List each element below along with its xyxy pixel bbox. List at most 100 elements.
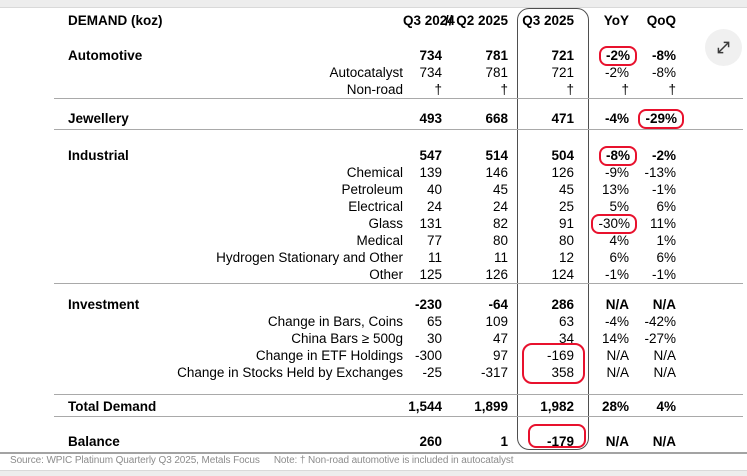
cell-value: -1% xyxy=(651,182,676,197)
cell-value: † xyxy=(500,82,508,97)
cell-value: 493 xyxy=(419,111,442,126)
expand-button[interactable] xyxy=(705,29,742,66)
cell-value: -42% xyxy=(644,314,676,329)
row-label: Autocatalyst xyxy=(329,65,403,80)
cell-value: 126 xyxy=(551,165,574,180)
cell-value: -2% xyxy=(604,65,629,80)
cell-value: 547 xyxy=(419,148,442,163)
cell-value: † xyxy=(434,82,442,97)
cell-value: N/A xyxy=(653,348,676,363)
cell-value: † xyxy=(566,82,574,97)
note-text: Note: † Non-road automotive is included … xyxy=(273,455,514,466)
cell-value: 109 xyxy=(485,314,508,329)
highlight-box: -29% xyxy=(638,109,684,129)
cell-value: 4% xyxy=(656,399,676,414)
cell-value: N/A xyxy=(606,348,629,363)
cell-value: -300 xyxy=(414,348,442,363)
column-header-q3-2024: Q3 2024 xyxy=(403,13,455,28)
cell-value: 13% xyxy=(601,182,629,197)
cell-value: 65 xyxy=(426,314,442,329)
highlight-box: -8% xyxy=(598,146,637,166)
table-row: Petroleum 40 45 45 13% -1% xyxy=(54,181,743,198)
table-row: Medical 77 80 80 4% 1% xyxy=(54,232,743,249)
row-label: Change in Stocks Held by Exchanges xyxy=(177,365,403,380)
cell-value: -1% xyxy=(651,267,676,282)
cell-value: -8% xyxy=(651,65,676,80)
cell-value: 471 xyxy=(551,111,574,126)
row-label: Petroleum xyxy=(341,182,403,197)
cell-value: 286 xyxy=(551,297,574,312)
table-row: Hydrogen Stationary and Other 11 11 12 6% 6% xyxy=(54,249,743,266)
cell-value: 146 xyxy=(485,165,508,180)
cell-value: 24 xyxy=(492,199,508,214)
table-row: Glass 131 82 91 -30% 11% xyxy=(54,214,743,234)
cell-value: † xyxy=(668,82,676,97)
row-label: Balance xyxy=(68,434,120,449)
table-sections: Automotive 734 781 721 -2% -8% Autocatalyst 734… xyxy=(54,46,743,452)
cell-value: -27% xyxy=(644,331,676,346)
cell-value: 25 xyxy=(558,199,574,214)
cell-value: -9% xyxy=(604,165,629,180)
cell-value: -8% xyxy=(588,146,637,166)
row-label: China Bars ≥ 500g xyxy=(291,331,403,346)
row-label: Total Demand xyxy=(68,399,157,414)
cell-value: 504 xyxy=(551,148,574,163)
cell-value: 80 xyxy=(558,233,574,248)
table-section: Balance 260 1 -179 N/A N/A xyxy=(54,432,743,452)
top-strip xyxy=(0,0,747,8)
cell-value: 1 xyxy=(500,434,508,449)
cell-value: -2% xyxy=(651,148,676,163)
cell-value: N/A xyxy=(605,434,629,449)
row-label: Change in Bars, Coins xyxy=(267,314,403,329)
table-header-row: DEMAND (koz) Q3 2024 // Q2 2025 Q3 2025 … xyxy=(54,12,743,29)
cell-value: 1,544 xyxy=(408,399,442,414)
cell-value: 1,982 xyxy=(540,399,574,414)
cell-value: -64 xyxy=(488,297,508,312)
table-row: Investment -230 -64 286 N/A N/A xyxy=(54,296,743,313)
cell-value: 781 xyxy=(485,65,508,80)
table-row: Change in Bars, Coins 65 109 63 -4% -42% xyxy=(54,313,743,330)
cell-value: † xyxy=(621,82,629,97)
cell-value: -1% xyxy=(604,267,629,282)
expand-diagonal-arrows-icon xyxy=(717,41,730,54)
column-header-q2-2025: // Q2 2025 xyxy=(444,13,508,28)
cell-value: -4% xyxy=(604,314,629,329)
cell-value: 80 xyxy=(492,233,508,248)
cell-value: 28% xyxy=(601,399,629,414)
cell-value: 124 xyxy=(551,267,574,282)
cell-value: N/A xyxy=(652,434,676,449)
column-header-yoy: YoY xyxy=(603,13,629,28)
source-text: Source: WPIC Platinum Quarterly Q3 2025,… xyxy=(10,455,260,466)
cell-value: 63 xyxy=(558,314,574,329)
table-row: Autocatalyst 734 781 721 -2% -8% xyxy=(54,64,743,81)
table-section: Industrial 547 514 504 -8% -2% Chemical 139 146 1… xyxy=(54,146,743,284)
cell-value: 4% xyxy=(609,233,629,248)
cell-value: 668 xyxy=(485,111,508,126)
cell-value: N/A xyxy=(652,297,676,312)
cell-value: 47 xyxy=(492,331,508,346)
table-row: Change in Stocks Held by Exchanges -25 -31… xyxy=(54,364,743,381)
cell-value: 126 xyxy=(485,267,508,282)
highlight-box: -30% xyxy=(591,214,637,234)
bottom-divider xyxy=(0,452,747,454)
cell-value: 721 xyxy=(551,48,574,63)
row-label: Change in ETF Holdings xyxy=(255,348,403,363)
cell-value: -30% xyxy=(588,214,637,234)
cell-value: 40 xyxy=(426,182,442,197)
cell-value: 11% xyxy=(649,216,676,231)
table-row: Change in ETF Holdings -300 97 -169 N/A N/A xyxy=(54,347,743,364)
cell-value: 139 xyxy=(419,165,442,180)
column-header-demand: DEMAND (koz) xyxy=(68,13,163,28)
cell-value: 514 xyxy=(485,148,508,163)
cell-value: -13% xyxy=(644,165,676,180)
cell-value: 82 xyxy=(492,216,508,231)
cell-value: 734 xyxy=(419,48,442,63)
column-header-q3-2025: Q3 2025 xyxy=(522,13,574,28)
cell-value: -2% xyxy=(588,46,637,66)
cell-value: 125 xyxy=(419,267,442,282)
cell-value: 91 xyxy=(558,216,574,231)
bottom-strip xyxy=(0,470,747,476)
row-label: Industrial xyxy=(68,148,129,163)
footer: Source: WPIC Platinum Quarterly Q3 2025,… xyxy=(10,455,514,466)
